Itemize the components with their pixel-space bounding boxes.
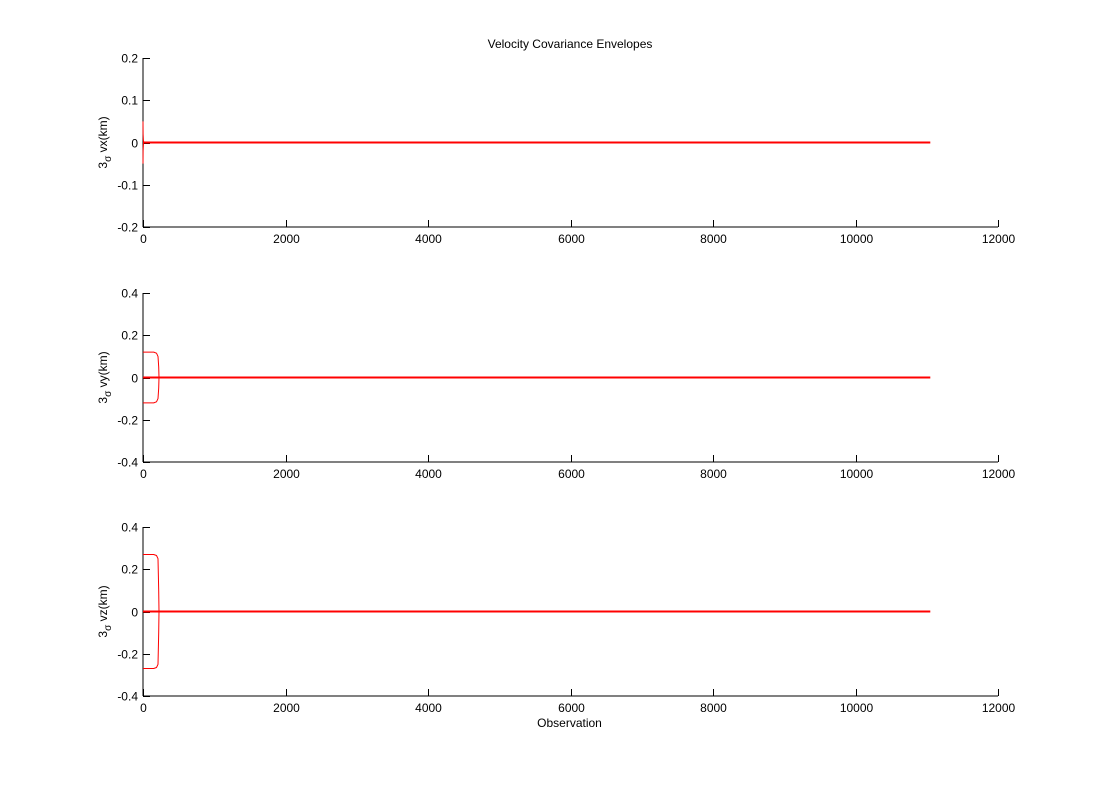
x-tick-label: 8000	[700, 701, 727, 715]
series-line-lower-envelope	[143, 611, 160, 669]
y-tick-label: 0.2	[121, 329, 138, 343]
y-tick-label: 0.4	[121, 521, 138, 535]
x-tick-label: 6000	[558, 701, 585, 715]
x-tick-label: 10000	[840, 467, 874, 481]
x-tick-label: 0	[140, 232, 147, 246]
x-tick-label: 12000	[982, 467, 1016, 481]
x-tick-label: 4000	[415, 232, 442, 246]
subplot-3: 0 2000 4000 6000 8000 10000 12000 -0.4 -0.2 0 0.2 0…	[96, 521, 1016, 731]
y-axis-title: 3σ vy(km)	[96, 351, 114, 403]
y-tick-label: 0	[131, 606, 138, 620]
figure-title: Velocity Covariance Envelopes	[488, 37, 653, 51]
x-tick-label: 0	[140, 467, 147, 481]
x-tick-label: 10000	[840, 232, 874, 246]
y-axis-title: 3σ vz(km)	[96, 585, 114, 637]
series-line-lower-envelope	[143, 377, 160, 404]
x-tick-label: 6000	[558, 232, 585, 246]
x-tick-label: 4000	[415, 701, 442, 715]
series-line-upper-envelope	[142, 121, 145, 143]
subplot-1: 0 2000 4000 6000 8000 10000 12000 -0.2 -0.1 0 0.1 0…	[96, 52, 1016, 247]
y-tick-label: 0.2	[121, 52, 138, 66]
y-tick-label: -0.2	[117, 414, 138, 428]
x-tick-label: 0	[140, 701, 147, 715]
series-line-upper-envelope	[143, 554, 160, 612]
y-tick-label: -0.4	[117, 456, 138, 470]
y-tick-label: -0.1	[117, 179, 138, 193]
y-tick-label: -0.2	[117, 648, 138, 662]
x-tick-label: 8000	[700, 232, 727, 246]
x-axis-title: Observation	[537, 716, 602, 730]
x-tick-label: 10000	[840, 701, 874, 715]
y-tick-label: 0	[131, 372, 138, 386]
y-tick-label: -0.2	[117, 221, 138, 235]
x-tick-label: 4000	[415, 467, 442, 481]
subplot-2: 0 2000 4000 6000 8000 10000 12000 -0.4 -0.2 0 0.2 0…	[96, 287, 1016, 482]
x-tick-label: 2000	[273, 467, 300, 481]
x-tick-label: 6000	[558, 467, 585, 481]
subplots: 0 2000 4000 6000 8000 10000 12000 -0.2 -0.1 0 0.1 0…	[96, 52, 1016, 731]
x-tick-label: 12000	[982, 701, 1016, 715]
y-tick-label: -0.4	[117, 690, 138, 704]
y-tick-label: 0.4	[121, 287, 138, 301]
x-tick-label: 8000	[700, 467, 727, 481]
x-tick-label: 12000	[982, 232, 1016, 246]
series-line-lower-envelope	[142, 142, 145, 164]
y-tick-label: 0.1	[121, 94, 138, 108]
x-tick-label: 2000	[273, 701, 300, 715]
y-tick-label: 0.2	[121, 563, 138, 577]
x-tick-label: 2000	[273, 232, 300, 246]
series-line-upper-envelope	[143, 351, 160, 378]
y-axis-title: 3σ vx(km)	[96, 116, 114, 168]
y-tick-label: 0	[131, 137, 138, 151]
